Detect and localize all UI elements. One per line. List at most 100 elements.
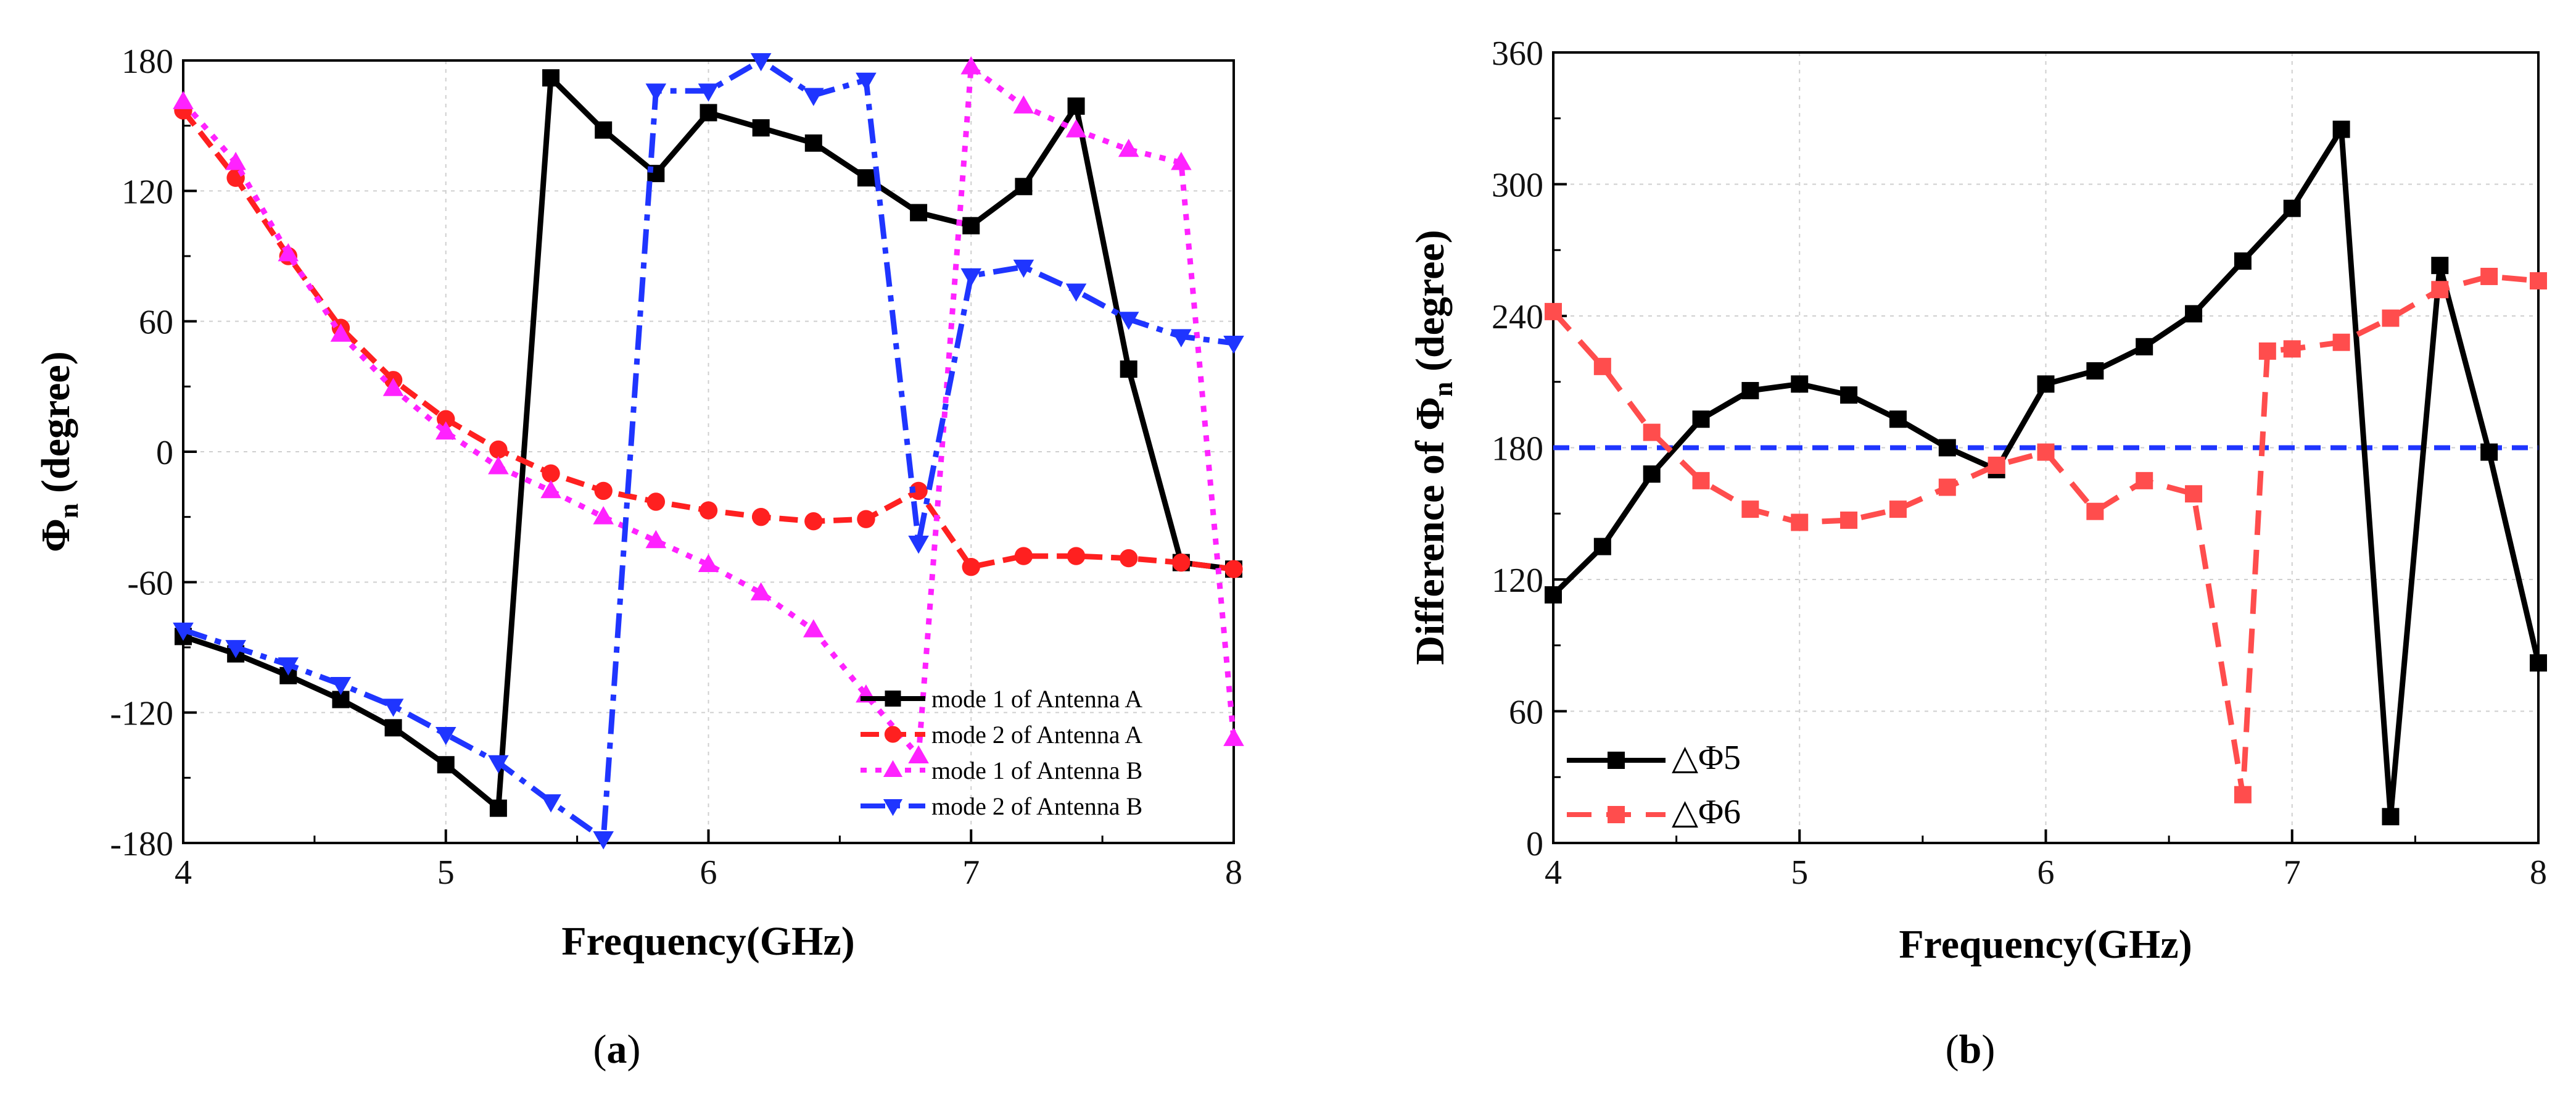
x-tick-label: 6 — [2037, 853, 2055, 892]
data-point — [2530, 272, 2547, 290]
data-point — [699, 501, 718, 520]
data-point — [488, 755, 509, 774]
data-point — [2480, 443, 2498, 461]
data-point — [489, 440, 508, 459]
y-tick-label: 60 — [139, 304, 173, 342]
data-point — [1118, 138, 1139, 157]
y-tick-label: -60 — [127, 564, 173, 602]
data-point — [962, 557, 980, 576]
data-point — [1224, 560, 1243, 578]
data-point — [1118, 312, 1139, 330]
data-point — [1067, 547, 1086, 565]
data-point — [330, 676, 352, 695]
legend-label: mode 2 of Antenna B — [931, 792, 1142, 820]
legend-marker — [1608, 752, 1625, 769]
data-point — [540, 794, 561, 813]
axis-ticks: -180 -120 -60 0 60 120 180 4 5 6 7 8 — [110, 43, 1242, 892]
data-point — [698, 554, 719, 573]
y-tick-label: -180 — [110, 825, 173, 863]
data-point — [646, 492, 666, 511]
data-point — [1015, 178, 1033, 196]
y-tick-label: 60 — [1509, 694, 1543, 732]
data-point — [1120, 549, 1138, 568]
x-tick-label: 5 — [437, 853, 455, 892]
data-point — [1643, 423, 1661, 441]
data-point — [2431, 257, 2449, 275]
data-point — [435, 421, 456, 440]
y-axis-label-main: Φ — [33, 518, 78, 552]
data-point — [437, 756, 455, 774]
data-point — [803, 88, 824, 106]
data-point — [542, 69, 560, 87]
data-point — [2086, 502, 2104, 520]
data-point — [278, 243, 299, 262]
series-group — [1545, 120, 2547, 826]
data-point — [489, 799, 507, 817]
series-line — [1551, 273, 2539, 798]
data-point — [960, 56, 982, 75]
y-tick-label: 0 — [1526, 825, 1543, 863]
data-point — [225, 152, 246, 170]
series-mode-1-of-antenna-b — [173, 56, 1244, 764]
series-line — [181, 64, 1237, 759]
data-point — [750, 582, 772, 600]
y-axis-label-rest: (degree) — [33, 351, 78, 503]
data-point — [2382, 808, 2400, 826]
data-point — [595, 121, 613, 139]
data-point — [382, 699, 404, 717]
data-point — [803, 619, 824, 637]
y-axis-label: Difference of Φn (degree) — [1408, 230, 1458, 665]
data-point — [910, 204, 928, 222]
data-point — [2037, 443, 2055, 461]
x-tick-label: 8 — [2530, 853, 2547, 892]
legend: mode 1 of Antenna A mode 2 of Antenna A mo… — [861, 685, 1142, 820]
data-point — [1593, 357, 1611, 375]
legend-marker — [883, 799, 903, 816]
legend-item: mode 1 of Antenna A — [861, 685, 1142, 713]
data-point — [594, 481, 613, 500]
data-point — [750, 53, 772, 72]
data-point — [908, 745, 929, 764]
series-mode-2-of-antenna-b — [173, 53, 1244, 850]
data-point — [1889, 500, 1907, 518]
series-5 — [1545, 120, 2547, 826]
data-point — [2234, 786, 2252, 803]
data-point — [804, 512, 823, 531]
chart-panel-a: -180 -120 -60 0 60 120 180 4 5 6 7 8 mode 1 of Ante… — [33, 43, 1244, 1072]
data-point — [1840, 386, 1858, 404]
legend-label: mode 2 of Antenna A — [931, 721, 1142, 749]
x-axis-label: Frequency(GHz) — [1899, 922, 2192, 967]
legend-label: △Φ5 — [1672, 739, 1741, 777]
data-point — [2283, 199, 2301, 217]
data-point — [1065, 283, 1087, 302]
data-point — [330, 323, 352, 342]
data-point — [751, 507, 770, 526]
data-point — [1791, 513, 1809, 531]
data-point — [1545, 302, 1562, 320]
data-point — [1171, 329, 1192, 347]
data-point — [384, 719, 402, 737]
data-point — [2136, 471, 2153, 489]
data-point — [1593, 538, 1611, 555]
data-point — [857, 510, 875, 528]
y-tick-label: -120 — [110, 695, 173, 733]
data-point — [2136, 338, 2153, 355]
data-point — [1172, 553, 1191, 572]
data-point — [908, 536, 929, 554]
panel-label: (a) — [593, 1027, 641, 1072]
data-point — [1889, 410, 1907, 428]
data-point — [1067, 97, 1085, 115]
data-point — [2234, 252, 2252, 270]
data-point — [173, 622, 194, 641]
data-point — [1643, 465, 1661, 483]
data-point — [488, 456, 509, 475]
data-point — [2185, 305, 2203, 323]
legend-marker — [884, 726, 902, 743]
data-point — [225, 640, 246, 658]
data-point — [593, 506, 614, 525]
legend-label: △Φ6 — [1672, 793, 1741, 831]
data-point — [1938, 478, 1956, 496]
data-point — [1065, 119, 1087, 138]
y-tick-label: 180 — [1492, 430, 1543, 468]
panel-label: (b) — [1946, 1027, 1996, 1072]
